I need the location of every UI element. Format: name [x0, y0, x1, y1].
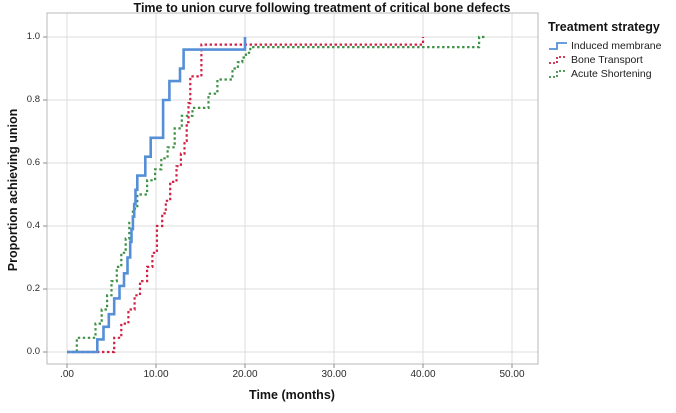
legend-swatch-icon: [549, 70, 567, 78]
x-tick-label: 30.00: [321, 369, 347, 380]
x-tick-label: 20.00: [232, 369, 258, 380]
x-tick-label: .00: [60, 369, 74, 380]
legend-item: Induced membrane: [548, 39, 676, 53]
y-tick-label: 0.6: [26, 157, 40, 168]
x-tick-label: 40.00: [410, 369, 436, 380]
x-axis-title: Time (months): [249, 388, 335, 402]
legend-title: Treatment strategy: [548, 20, 660, 34]
legend-item: Acute Shortening: [548, 67, 676, 81]
series-line-acute-shortening: [67, 35, 485, 354]
plot-frame: [46, 12, 539, 365]
chart-title: Time to union curve following treatment …: [133, 1, 511, 15]
legend-item-label: Acute Shortening: [571, 68, 652, 80]
legend-item: Bone Transport: [548, 53, 676, 67]
y-tick-label: 1.0: [26, 31, 40, 42]
legend: Treatment strategy Induced membrane Bone …: [548, 20, 676, 81]
x-tick-label: 10.00: [143, 369, 169, 380]
legend-swatch-icon: [549, 42, 567, 50]
legend-swatch-icon: [549, 56, 567, 64]
legend-items: Induced membrane Bone Transport Acute Shor…: [548, 39, 676, 81]
legend-item-label: Bone Transport: [571, 54, 643, 66]
x-tick-label: 50.00: [499, 369, 525, 380]
series-line-bone-transport: [67, 37, 425, 354]
legend-item-label: Induced membrane: [571, 40, 662, 52]
y-tick-label: 0.4: [26, 220, 40, 231]
series-line-induced-membrane: [67, 37, 247, 354]
y-tick-label: 0.0: [26, 346, 40, 357]
y-axis-title: Proportion achieving union: [6, 108, 20, 272]
y-tick-label: 0.2: [26, 283, 40, 294]
y-tick-label: 0.8: [26, 94, 40, 105]
